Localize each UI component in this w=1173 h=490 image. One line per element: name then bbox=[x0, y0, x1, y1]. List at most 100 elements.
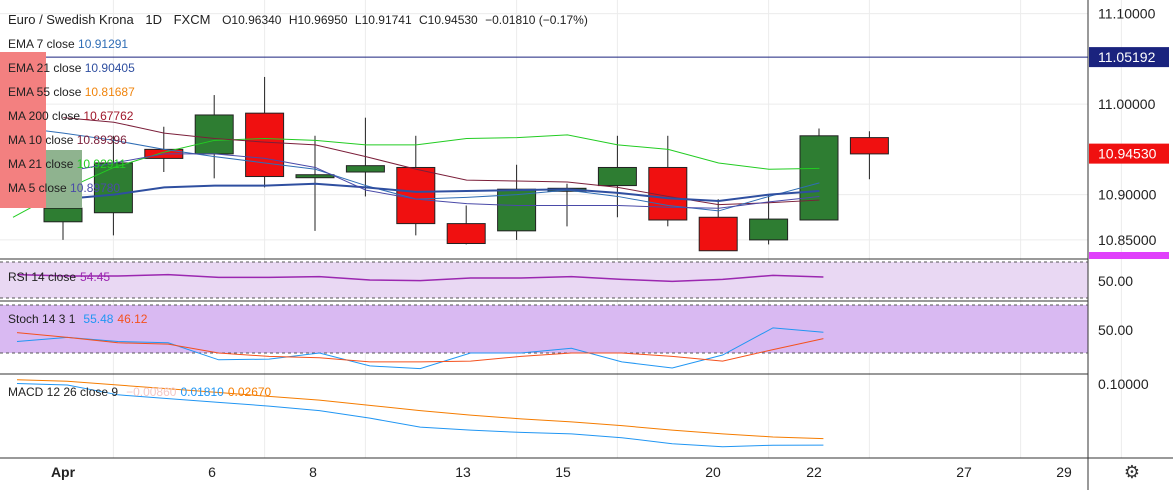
candle-body bbox=[849, 137, 889, 155]
macd-value: 0.01810 bbox=[180, 385, 224, 399]
time-tick-label: 8 bbox=[309, 464, 317, 480]
rsi-label: RSI 14 close bbox=[8, 270, 77, 284]
legend-rsi[interactable]: RSI 14 close 54.45 bbox=[8, 270, 114, 284]
ma-overlays bbox=[12, 117, 820, 218]
price-tick-label: 10.85000 bbox=[1098, 232, 1157, 248]
rsi-line bbox=[16, 273, 824, 283]
legend-value: 10.89396 bbox=[76, 133, 127, 147]
ma-overlay-line bbox=[12, 153, 820, 209]
candle-body bbox=[698, 216, 738, 252]
candle-body bbox=[749, 218, 789, 241]
candle-body bbox=[43, 207, 83, 223]
price-tick-label: 10.90000 bbox=[1098, 187, 1157, 203]
candles bbox=[43, 76, 889, 252]
macd-signal-line bbox=[16, 379, 824, 440]
open-value: 10.96340 bbox=[231, 13, 282, 27]
legend-ema7[interactable]: EMA 7 close 10.91291 bbox=[8, 37, 128, 51]
price-tick-label: 11.10000 bbox=[1098, 6, 1156, 22]
candle-body bbox=[597, 166, 637, 187]
candle-body bbox=[446, 223, 486, 245]
magenta-price-marker bbox=[1089, 252, 1169, 259]
time-tick-label: 6 bbox=[208, 464, 216, 480]
price-tick-label: 11.00000 bbox=[1098, 96, 1156, 112]
gear-icon[interactable]: ⚙ bbox=[1123, 462, 1141, 482]
stoch-k-value: 55.48 bbox=[83, 312, 114, 326]
legend-ema55[interactable]: EMA 55 close 10.81687 bbox=[8, 85, 135, 99]
high-label: H bbox=[288, 13, 298, 27]
time-tick-label: 13 bbox=[455, 464, 471, 480]
rsi-lines bbox=[16, 273, 824, 283]
legend-ma200[interactable]: MA 200 close 10.67762 bbox=[8, 109, 133, 123]
exchange: FXCM bbox=[173, 12, 211, 27]
candle-body bbox=[245, 112, 285, 178]
time-tick-label: 20 bbox=[705, 464, 721, 480]
legend-label: MA 5 close bbox=[8, 181, 67, 195]
legend-label: MA 21 close bbox=[8, 157, 74, 171]
time-tick-label: 27 bbox=[956, 464, 972, 480]
legend-value: 10.91291 bbox=[78, 37, 129, 51]
time-tick-label: 29 bbox=[1056, 464, 1072, 480]
time-tick-label: 22 bbox=[806, 464, 822, 480]
open-label: O bbox=[222, 13, 232, 27]
candle-body bbox=[93, 162, 133, 214]
horizontal-line-price-label: 11.05192 bbox=[1098, 49, 1156, 65]
price-axis[interactable]: 11.10000 11.00000 10.90000 10.85000 bbox=[1098, 6, 1157, 248]
macd-axis-tick: 0.10000 bbox=[1098, 376, 1149, 392]
candle-body bbox=[194, 114, 234, 155]
time-tick-label: 15 bbox=[555, 464, 571, 480]
stoch-k-line bbox=[16, 327, 824, 370]
ohlc-values: O10.96340 H10.96950 L10.91741 C10.94530 … bbox=[222, 13, 588, 27]
candle-body bbox=[295, 174, 335, 179]
legend-ma10[interactable]: MA 10 close 10.89396 bbox=[8, 133, 127, 147]
legend-value: 10.67762 bbox=[83, 109, 134, 123]
stoch-d-line bbox=[16, 332, 824, 363]
legend-ema21[interactable]: EMA 21 close 10.90405 bbox=[8, 61, 135, 75]
close-label: C bbox=[419, 13, 428, 27]
chart-header: Euro / Swedish Krona 1D FXCM O10.96340 H… bbox=[8, 12, 588, 27]
candle-body bbox=[799, 135, 839, 221]
legend-label: MA 10 close bbox=[8, 133, 74, 147]
rsi-band bbox=[0, 262, 1088, 298]
stoch-band bbox=[0, 305, 1088, 353]
time-tick-label: Apr bbox=[51, 464, 76, 480]
macd-lines bbox=[16, 379, 824, 448]
legend-macd[interactable]: MACD 12 26 close 9 −0.00860 0.01810 0.02670 bbox=[8, 385, 275, 399]
macd-label: MACD 12 26 close 9 bbox=[8, 385, 119, 399]
legend-value: 10.81687 bbox=[84, 85, 135, 99]
stoch-lines bbox=[16, 327, 824, 370]
legend-ma21[interactable]: MA 21 close 10.92911 bbox=[8, 157, 126, 171]
low-label: L bbox=[354, 13, 362, 27]
last-price-label: 10.94530 bbox=[1098, 146, 1157, 162]
legend-label: MA 200 close bbox=[8, 109, 81, 123]
macd-hist-value: −0.00860 bbox=[126, 385, 177, 399]
change-value: −0.01810 (−0.17%) bbox=[485, 13, 588, 27]
macd-line bbox=[16, 383, 824, 448]
legend-ma5[interactable]: MA 5 close 10.89780 bbox=[8, 181, 120, 195]
stoch-label: Stoch 14 3 1 bbox=[8, 312, 76, 326]
interval[interactable]: 1D bbox=[145, 12, 162, 27]
low-value: 10.91741 bbox=[361, 13, 412, 27]
rsi-value: 54.45 bbox=[80, 270, 111, 284]
legend-label: EMA 55 close bbox=[8, 85, 82, 99]
legend-value: 10.90405 bbox=[84, 61, 135, 75]
rsi-axis-tick: 50.00 bbox=[1098, 273, 1133, 289]
legend-red-highlight bbox=[0, 52, 46, 208]
legend-label: EMA 7 close bbox=[8, 37, 75, 51]
legend-value: 10.89780 bbox=[70, 181, 121, 195]
time-axis[interactable]: Apr 6 8 13 15 20 22 27 29 bbox=[51, 464, 1072, 480]
stoch-axis-tick: 50.00 bbox=[1098, 322, 1133, 338]
legend-green-highlight bbox=[46, 150, 82, 208]
close-value: 10.94530 bbox=[427, 13, 478, 27]
last-price-label-bg bbox=[1089, 143, 1169, 164]
high-value: 10.96950 bbox=[297, 13, 348, 27]
symbol-name[interactable]: Euro / Swedish Krona bbox=[8, 12, 134, 27]
legend-stoch[interactable]: Stoch 14 3 1 55.48 46.12 bbox=[8, 312, 151, 326]
legend-value: 10.92911 bbox=[76, 157, 126, 171]
stoch-d-value: 46.12 bbox=[117, 312, 148, 326]
macd-signal-value: 0.02670 bbox=[227, 385, 272, 399]
candle-body bbox=[345, 165, 385, 173]
horizontal-line-price-label-bg bbox=[1089, 47, 1169, 68]
ma-overlay-line bbox=[12, 182, 820, 207]
legend-label: EMA 21 close bbox=[8, 61, 82, 75]
